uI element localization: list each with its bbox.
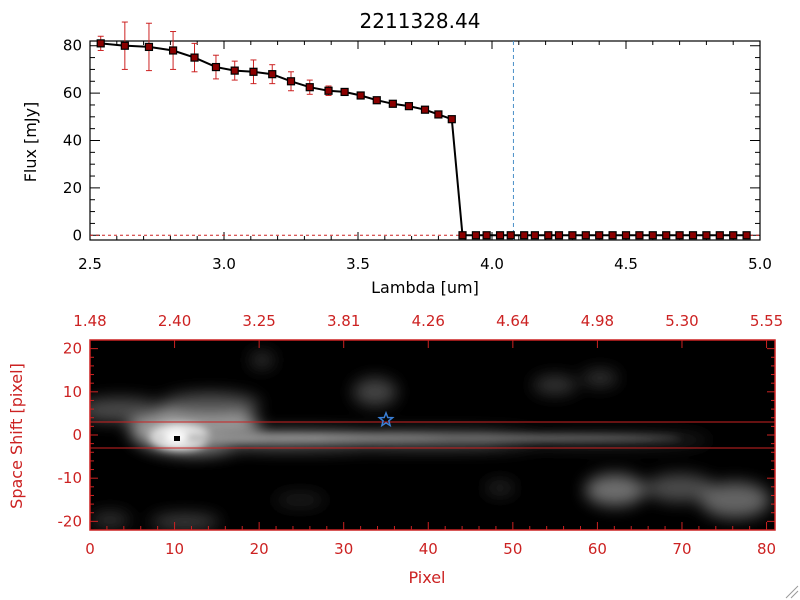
spectrum-x-tick-label: 4.5 xyxy=(614,255,638,273)
shift-y-tick-label: -20 xyxy=(58,512,83,530)
flux-data-point xyxy=(230,66,239,75)
pixel-x-tick-label: 30 xyxy=(334,540,353,558)
pixel-x-tick-label: 40 xyxy=(419,540,438,558)
pixel-x-tick-label: 60 xyxy=(588,540,607,558)
flux-data-point xyxy=(715,231,724,240)
pixel-x-tick-label: 80 xyxy=(757,540,776,558)
wavelength-top-tick-label: 4.64 xyxy=(496,312,529,330)
pixel-x-tick-label: 20 xyxy=(250,540,269,558)
spectrogram-y-label: Space Shift [pixel] xyxy=(7,363,26,509)
flux-data-point xyxy=(340,87,349,97)
flux-data-point xyxy=(447,115,456,124)
spectrum-x-tick-label: 5.0 xyxy=(748,255,772,273)
wavelength-top-tick-label: 3.25 xyxy=(242,312,275,330)
flux-data-point xyxy=(120,41,129,50)
flux-data-point xyxy=(168,46,178,55)
wavelength-top-tick-label: 5.55 xyxy=(750,312,783,330)
flux-data-point xyxy=(211,62,221,72)
flux-data-point xyxy=(420,105,430,114)
wavelength-top-tick-label: 5.30 xyxy=(665,312,698,330)
wavelength-top-tick-label: 4.98 xyxy=(581,312,614,330)
flux-data-point xyxy=(190,53,199,62)
spectrum-marks xyxy=(90,21,760,240)
flux-data-point xyxy=(595,231,604,240)
flux-data-point xyxy=(520,231,529,240)
flux-data-point xyxy=(482,231,491,240)
shift-y-tick-label: 20 xyxy=(63,340,82,358)
spectrum-panel: 2211328.44 2.5 3.0 3.5 4.0 4.5 5.0 0 20 40 60 80 L… xyxy=(21,9,772,297)
flux-data-point xyxy=(249,67,258,76)
flux-data-point xyxy=(404,102,414,111)
spectrum-y-tick-label: 20 xyxy=(63,179,82,197)
shift-y-tick-label: 10 xyxy=(63,383,82,401)
spectrum-x-tick-label: 4.0 xyxy=(480,255,504,273)
spectrum-x-tick-label: 3.0 xyxy=(212,255,236,273)
flux-data-point xyxy=(568,231,577,240)
flux-data-point xyxy=(324,86,333,95)
flux-data-point xyxy=(621,231,631,240)
pixel-x-tick-label: 10 xyxy=(165,540,184,558)
flux-data-point xyxy=(554,231,564,240)
flux-data-point xyxy=(581,231,590,240)
wavelength-top-tick-label: 3.81 xyxy=(327,312,360,330)
spectrogram-image xyxy=(90,340,775,530)
spectrogram-panel: 0 10 20 30 40 50 60 70 80 1.48 2.40 3.25 3.81 4.26 4.6… xyxy=(7,312,783,587)
flux-data-point xyxy=(648,231,657,240)
flux-data-point xyxy=(742,231,751,240)
flux-data-point xyxy=(434,110,443,119)
star-icon xyxy=(377,410,395,428)
spectrogram-overlay xyxy=(90,410,775,449)
wavelength-top-tick-label: 2.40 xyxy=(158,312,191,330)
flux-data-point xyxy=(530,231,539,240)
spectrum-plot-frame xyxy=(89,40,761,241)
flux-data-point xyxy=(96,39,105,48)
wavelength-top-tick-label: 1.48 xyxy=(73,312,106,330)
flux-data-point xyxy=(372,96,381,105)
flux-data-point xyxy=(635,231,644,240)
flux-data-point xyxy=(356,91,365,100)
flux-data-point xyxy=(688,231,698,240)
flux-data-point xyxy=(388,99,397,108)
flux-data-point xyxy=(506,231,515,240)
flux-data-point xyxy=(495,231,505,240)
flux-data-point xyxy=(305,83,314,92)
flux-data-point xyxy=(702,231,711,240)
flux-data-point xyxy=(675,231,684,240)
spectrum-x-tick-label: 3.5 xyxy=(346,255,370,273)
spectrogram-ticks: 0 10 20 30 40 50 60 70 80 1.48 2.40 3.25 3.81 4.26 4.6… xyxy=(58,312,784,558)
peak-marker xyxy=(174,436,180,441)
flux-data-point xyxy=(458,231,467,240)
chart-title: 2211328.44 xyxy=(360,9,481,33)
spectrum-x-tick-label: 2.5 xyxy=(78,255,102,273)
flux-data-point xyxy=(608,231,617,240)
pixel-x-tick-label: 70 xyxy=(672,540,691,558)
flux-data-point xyxy=(268,70,277,79)
spectrum-y-tick-label: 40 xyxy=(63,132,82,150)
spectrum-y-label: Flux [mJy] xyxy=(21,102,40,183)
spectrum-y-tick-label: 0 xyxy=(72,226,82,244)
flux-data-point xyxy=(544,231,553,240)
resize-grip-icon[interactable] xyxy=(785,585,799,599)
flux-data-point xyxy=(144,42,154,52)
wavelength-top-tick-label: 4.26 xyxy=(412,312,445,330)
flux-series-line xyxy=(100,42,747,237)
pixel-x-tick-label: 50 xyxy=(503,540,522,558)
spectrum-x-label: Lambda [um] xyxy=(371,278,479,297)
spectrum-ticks: 2.5 3.0 3.5 4.0 4.5 5.0 0 20 40 60 80 xyxy=(63,37,772,273)
spectrum-y-tick-label: 60 xyxy=(63,84,82,102)
spectrum-y-tick-label: 80 xyxy=(63,37,82,55)
spectrogram-x-label: Pixel xyxy=(408,568,445,587)
shift-y-tick-label: 0 xyxy=(72,426,82,444)
flux-data-point xyxy=(729,231,738,240)
shift-y-tick-label: -10 xyxy=(58,469,83,487)
flux-data-point xyxy=(471,231,481,240)
flux-data-point xyxy=(662,231,671,240)
flux-data-point xyxy=(286,77,296,86)
pixel-x-tick-label: 0 xyxy=(85,540,95,558)
